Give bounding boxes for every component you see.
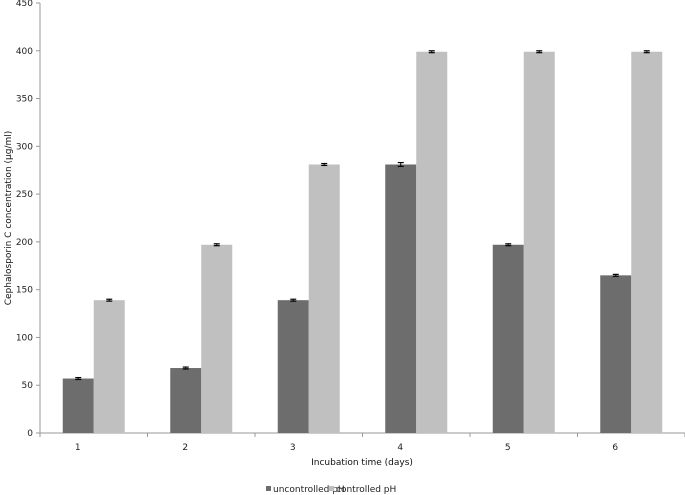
bar-controlled-day-5 <box>523 51 555 433</box>
bar-uncontrolled-day-6 <box>600 275 632 433</box>
legend-item-uncontrolled: uncontrolled pH <box>266 485 345 495</box>
x-tick-label: 6 <box>612 443 618 453</box>
error-bar <box>182 366 189 370</box>
plot-area: 0 50 100 150 200 250 300 350 400 450 1 2 3 4 5 6 <box>16 0 685 453</box>
error-bar <box>428 50 435 54</box>
y-axis-title: Cephalosporin C concentration (µg/ml) <box>4 131 14 306</box>
x-axis-title: Incubation time (days) <box>311 458 413 468</box>
legend-label: controlled pH <box>336 485 396 495</box>
y-tick-label: 200 <box>16 238 33 248</box>
legend-label: uncontrolled pH <box>273 485 345 495</box>
bar-controlled-day-3 <box>308 164 340 433</box>
x-tick-label: 3 <box>290 443 296 453</box>
y-tick-label: 400 <box>16 47 33 57</box>
error-bar <box>106 298 113 302</box>
y-tick-label: 150 <box>16 286 33 296</box>
bar-uncontrolled-day-1 <box>62 378 94 433</box>
x-ticks: 1 2 3 4 5 6 <box>39 433 685 453</box>
y-tick-label: 300 <box>16 142 33 152</box>
y-tick-label: 250 <box>16 190 33 200</box>
x-tick-label: 4 <box>397 443 403 453</box>
error-bar <box>612 273 619 277</box>
error-bar <box>397 161 404 167</box>
error-bar <box>505 243 512 247</box>
y-tick-label: 50 <box>22 381 34 391</box>
bar-controlled-day-2 <box>201 244 233 433</box>
legend-swatch <box>329 486 334 491</box>
bars <box>62 50 663 433</box>
bar-uncontrolled-day-3 <box>277 300 309 433</box>
error-bar <box>75 376 82 381</box>
error-bar <box>213 243 220 247</box>
y-tick-label: 100 <box>16 333 33 343</box>
y-tick-label: 0 <box>27 429 33 439</box>
bar-controlled-day-4 <box>416 51 448 433</box>
bar-uncontrolled-day-5 <box>492 244 524 433</box>
error-bar <box>290 298 297 302</box>
bar-uncontrolled-day-2 <box>170 368 202 433</box>
error-bar <box>536 50 543 54</box>
x-tick-label: 2 <box>182 443 188 453</box>
legend-swatch <box>266 486 271 491</box>
bar-controlled-day-1 <box>93 300 125 433</box>
error-bar <box>321 162 328 167</box>
x-tick-label: 1 <box>75 443 81 453</box>
x-tick-label: 5 <box>505 443 511 453</box>
y-tick-label: 350 <box>16 95 33 105</box>
bar-controlled-day-6 <box>631 51 663 433</box>
y-tick-label: 450 <box>16 0 33 9</box>
y-ticks: 0 50 100 150 200 250 300 350 400 450 <box>16 0 40 439</box>
bar-uncontrolled-day-4 <box>385 164 417 433</box>
error-bar <box>643 50 650 54</box>
legend-item-controlled: controlled pH <box>329 485 396 495</box>
